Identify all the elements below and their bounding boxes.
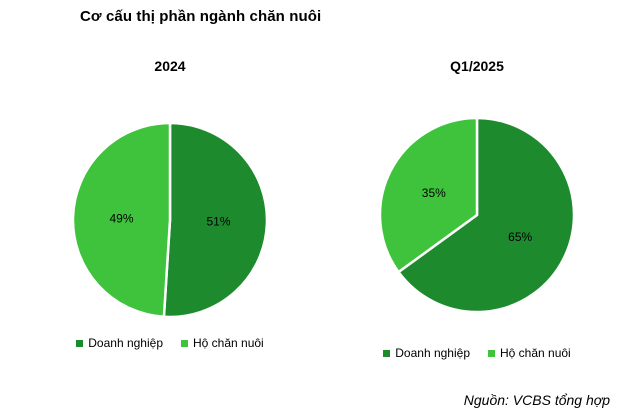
legend-label-ho-chan-nuoi: Hộ chăn nuôi bbox=[193, 336, 264, 350]
legend-item-doanh-nghiep: Doanh nghiệp bbox=[76, 336, 163, 350]
chart-2024: 2024 51% 49% Doanh nghiệp Hộ chăn nuôi bbox=[60, 58, 280, 368]
svg-text:65%: 65% bbox=[508, 230, 532, 244]
legend-2024: Doanh nghiệp Hộ chăn nuôi bbox=[60, 336, 280, 350]
legend-color-swatch-light bbox=[488, 349, 495, 357]
legend-label-doanh-nghiep: Doanh nghiệp bbox=[88, 336, 163, 350]
svg-text:49%: 49% bbox=[109, 212, 133, 226]
figure-title: Cơ cấu thị phần ngành chăn nuôi bbox=[80, 8, 322, 25]
chart-title-q1-2025: Q1/2025 bbox=[450, 58, 504, 74]
svg-text:51%: 51% bbox=[206, 215, 230, 229]
legend-color-swatch-dark bbox=[383, 349, 391, 357]
legend-item-ho-chan-nuoi: Hộ chăn nuôi bbox=[181, 336, 264, 350]
chart-q1-2025: Q1/2025 65% 35% Doanh nghiệp Hộ chăn nuôi bbox=[367, 58, 587, 368]
legend-label-doanh-nghiep: Doanh nghiệp bbox=[395, 346, 470, 360]
legend-item-doanh-nghiep: Doanh nghiệp bbox=[383, 346, 470, 360]
svg-text:35%: 35% bbox=[422, 186, 446, 200]
legend-color-swatch-dark bbox=[76, 339, 84, 347]
legend-q1-2025: Doanh nghiệp Hộ chăn nuôi bbox=[367, 346, 587, 360]
pie-q1-2025: 65% 35% bbox=[378, 116, 576, 314]
legend-label-ho-chan-nuoi: Hộ chăn nuôi bbox=[500, 346, 571, 360]
pie-2024: 51% 49% bbox=[71, 121, 269, 319]
chart-title-2024: 2024 bbox=[154, 58, 186, 74]
legend-color-swatch-light bbox=[181, 339, 188, 347]
source-note: Nguồn: VCBS tổng hợp bbox=[463, 392, 610, 408]
legend-item-ho-chan-nuoi: Hộ chăn nuôi bbox=[488, 346, 571, 360]
